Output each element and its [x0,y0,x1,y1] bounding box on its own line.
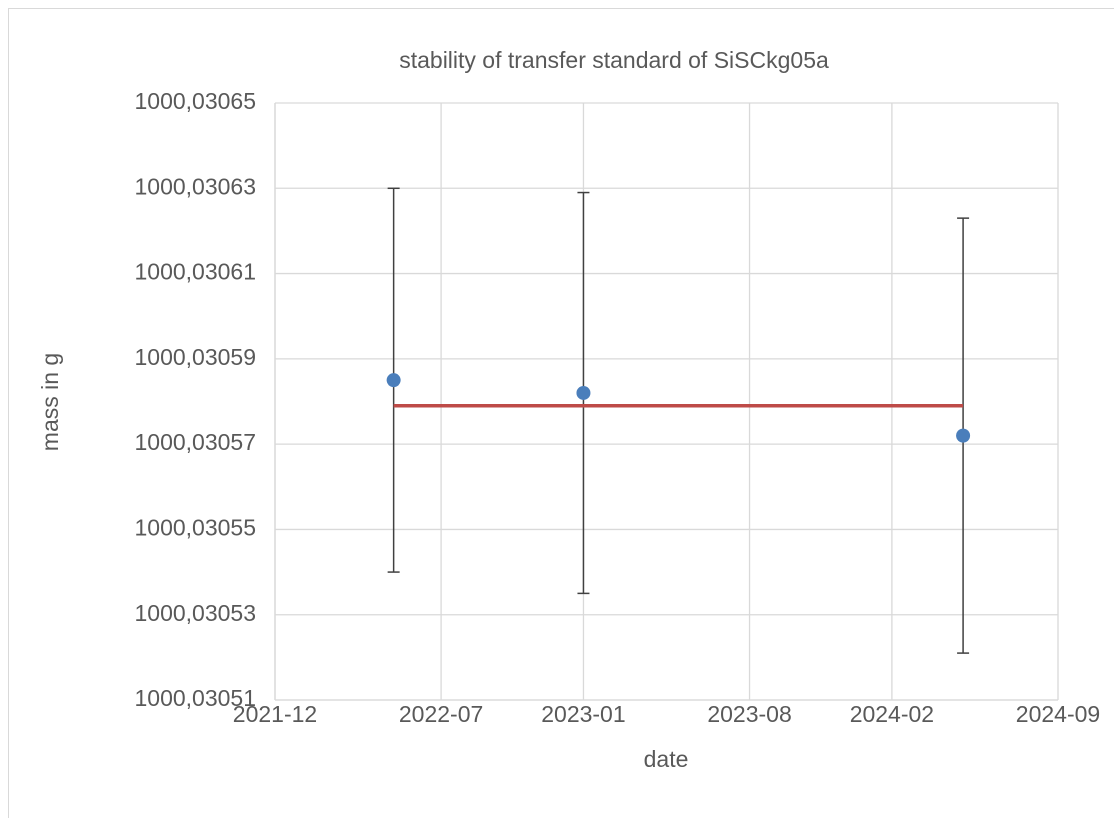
y-tick-label: 1000,03055 [134,515,256,541]
x-tick-label: 2024-09 [1016,701,1100,727]
x-tick-label: 2023-08 [707,701,791,727]
data-point [386,373,401,388]
y-tick-label: 1000,03057 [134,429,256,455]
y-tick-label: 1000,03065 [134,88,256,114]
x-axis-label: date [644,746,689,772]
y-tick-label: 1000,03053 [134,600,256,626]
y-tick-label: 1000,03061 [134,259,256,285]
y-tick-label: 1000,03063 [134,173,256,199]
data-point [576,385,591,400]
chart-border [8,8,1114,818]
y-tick-label: 1000,03059 [134,344,256,370]
chart-title: stability of transfer standard of SiSCkg… [399,47,829,73]
x-tick-label: 2022-07 [399,701,483,727]
x-tick-label: 2021-12 [233,701,317,727]
y-axis-label: mass in g [37,353,63,451]
data-point [956,428,971,443]
x-tick-label: 2023-01 [541,701,625,727]
x-tick-label: 2024-02 [850,701,934,727]
y-tick-label: 1000,03051 [134,685,256,711]
